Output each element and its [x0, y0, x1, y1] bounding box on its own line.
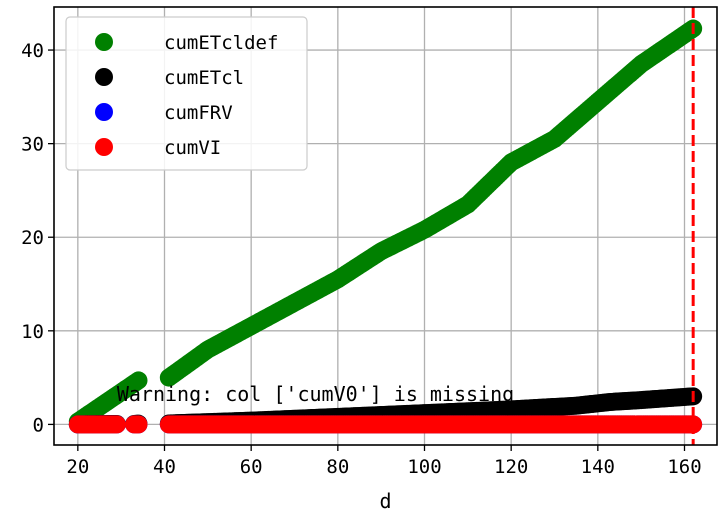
- x-tick-label: 80: [326, 456, 349, 478]
- legend-box: [65, 16, 308, 171]
- point-cumETcldef: [129, 371, 148, 390]
- y-tick-label: 30: [21, 134, 44, 156]
- legend-label: cumVI: [164, 137, 221, 159]
- legend-label: cumETcldef: [164, 32, 278, 54]
- legend-marker: [95, 68, 113, 86]
- legend-label: cumFRV: [164, 102, 233, 124]
- x-tick-label: 140: [581, 456, 615, 478]
- x-tick-label: 100: [407, 456, 441, 478]
- y-tick-label: 20: [21, 227, 44, 249]
- y-tick-label: 10: [21, 321, 44, 343]
- x-tick-label: 40: [153, 456, 176, 478]
- legend-marker: [95, 138, 113, 156]
- point-cumVI: [129, 415, 148, 434]
- legend-marker: [95, 33, 113, 51]
- legend-label: cumETcl: [164, 67, 244, 89]
- legend-marker: [95, 103, 113, 121]
- y-tick-label: 40: [21, 40, 44, 62]
- point-cumVI: [107, 415, 126, 434]
- y-tick-label: 0: [33, 414, 44, 436]
- legend: cumETcldef cumETcl cumFRV cumVI: [65, 16, 308, 171]
- x-tick-label: 60: [240, 456, 263, 478]
- x-tick-label: 20: [66, 456, 89, 478]
- warning-annotation: Warning: col ['cumV0'] is missing: [117, 382, 514, 406]
- x-axis-label: d: [379, 489, 391, 513]
- x-tick-label: 120: [494, 456, 528, 478]
- x-tick-label: 160: [667, 456, 701, 478]
- plot-frame: [53, 6, 718, 446]
- axis-ticks: 20 40 60 80 100 120 140 160 0 10 20 30 40: [21, 40, 702, 478]
